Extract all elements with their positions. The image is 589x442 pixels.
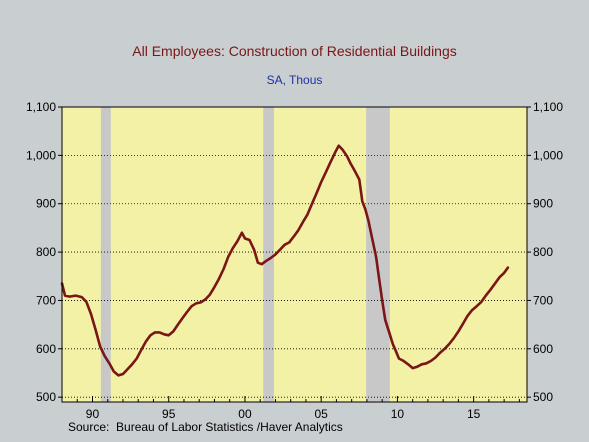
plot-border: [61, 106, 528, 403]
recession-band-0: [100, 107, 111, 402]
chart-source: Source: Bureau of Labor Statistics /Have…: [68, 420, 343, 434]
y-axis-left: 500 600 700 800 900 1,000 1,100: [26, 100, 62, 404]
y-tick-label-left: 900: [36, 197, 56, 211]
x-tick-label: 90: [86, 407, 100, 421]
y-tick-label-left: 1,000: [26, 148, 56, 162]
series-line-0: [60, 144, 510, 377]
series-layer: [60, 144, 510, 377]
y-tick-label-right: 800: [533, 245, 553, 259]
y-tick-label-right: 1,000: [533, 148, 563, 162]
x-axis: 90 95 00 05 10 15: [61, 396, 520, 421]
y-tick-label-right: 700: [533, 293, 553, 307]
y-tick-label-right: 600: [533, 342, 553, 356]
recession-bands: [100, 107, 390, 402]
y-tick-label-right: 500: [533, 390, 553, 404]
chart-subtitle: SA, Thous: [266, 73, 323, 87]
y-tick-label-left: 600: [36, 342, 56, 356]
y-tick-label-left: 1,100: [26, 100, 56, 114]
gridlines: [62, 154, 527, 398]
chart-title: All Employees: Construction of Residenti…: [132, 43, 457, 59]
y-tick-label-left: 800: [36, 245, 56, 259]
recession-band-2: [366, 107, 390, 402]
x-tick-label: 15: [467, 407, 481, 421]
plot-area: [62, 107, 527, 402]
x-tick-label: 95: [162, 407, 176, 421]
y-tick-label-right: 900: [533, 197, 553, 211]
y-tick-label-right: 1,100: [533, 100, 563, 114]
y-tick-label-left: 500: [36, 390, 56, 404]
recession-band-1: [263, 107, 274, 402]
x-tick-label: 10: [391, 407, 405, 421]
x-tick-label: 05: [315, 407, 329, 421]
y-tick-label-left: 700: [36, 293, 56, 307]
x-tick-label: 00: [238, 407, 252, 421]
y-axis-right: 500 600 700 800 900 1,000 1,100: [527, 100, 563, 404]
